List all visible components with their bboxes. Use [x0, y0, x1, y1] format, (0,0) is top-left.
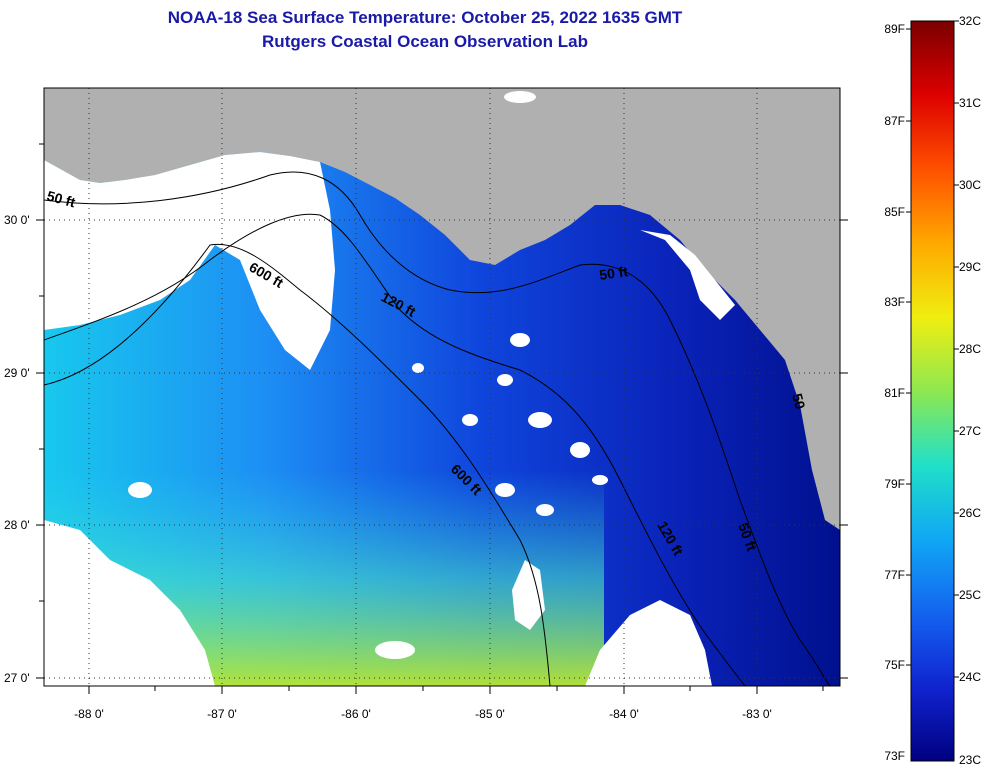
colorbar-c-label: 29C	[959, 260, 981, 274]
cloud-patch	[536, 504, 554, 516]
cloud-south-center	[512, 560, 545, 630]
colorbar-f-label: 77F	[884, 568, 905, 582]
colorbar-c-label: 32C	[959, 14, 981, 28]
lat-tick-label: 29 0'	[4, 366, 30, 380]
colorbar-c-label: 31C	[959, 96, 981, 110]
cloud-patch	[510, 333, 530, 347]
cloud-patch	[375, 641, 415, 659]
colorbar-f-label: 83F	[884, 295, 905, 309]
lat-tick-label: 28 0'	[4, 518, 30, 532]
contour-label: 50 ft	[45, 187, 77, 210]
lon-tick-label: -85 0'	[475, 707, 505, 721]
colorbar-c-label: 24C	[959, 670, 981, 684]
cloud-coastal	[44, 152, 335, 370]
map-frame	[43, 87, 841, 687]
lon-tick-label: -88 0'	[74, 707, 104, 721]
tick-marks	[36, 143, 848, 694]
colorbar-f-label: 79F	[884, 477, 905, 491]
colorbar-f-label: 87F	[884, 114, 905, 128]
lat-tick-label: 27 0'	[4, 671, 30, 685]
lon-tick-label: -83 0'	[742, 707, 772, 721]
lon-tick-label: -87 0'	[207, 707, 237, 721]
colorbar-c-label: 26C	[959, 506, 981, 520]
cloud-patch	[570, 442, 590, 458]
contour-label: 50	[789, 392, 809, 411]
cloud-patch	[528, 412, 552, 428]
cloud-patch	[592, 475, 608, 485]
lat-tick-label: 30 0'	[4, 213, 30, 227]
cloud-west-south	[44, 520, 215, 686]
cloud-patch	[495, 483, 515, 497]
lon-tick-label: -86 0'	[341, 707, 371, 721]
map-area: 50 ft 600 ft 120 ft 50 ft 600 ft 120 ft …	[44, 88, 840, 686]
contour-label: 50 ft	[598, 263, 629, 283]
cloud-patch	[504, 91, 536, 103]
cloud-patch	[412, 363, 424, 373]
colorbar-f-label: 89F	[884, 22, 905, 36]
colorbar	[910, 20, 955, 762]
cloud-patch	[497, 374, 513, 386]
cloud-southeast	[585, 600, 712, 686]
cloud-patch	[462, 414, 478, 426]
colorbar-f-label: 73F	[884, 749, 905, 763]
colorbar-c-label: 30C	[959, 178, 981, 192]
colorbar-ticks	[906, 20, 959, 678]
cloud-east-coast	[640, 230, 735, 320]
map-subtitle: Rutgers Coastal Ocean Observation Lab	[262, 32, 588, 51]
colorbar-c-label: 23C	[959, 753, 981, 767]
colorbar-c-label: 28C	[959, 342, 981, 356]
lon-tick-label: -84 0'	[609, 707, 639, 721]
contour-50ft	[44, 171, 831, 686]
colorbar-f-label: 81F	[884, 386, 905, 400]
colorbar-c-label: 25C	[959, 588, 981, 602]
contour-120ft	[44, 213, 746, 686]
contour-600ft	[44, 243, 551, 686]
colorbar-f-label: 75F	[884, 658, 905, 672]
colorbar-f-label: 85F	[884, 205, 905, 219]
map-title: NOAA-18 Sea Surface Temperature: October…	[167, 8, 683, 27]
colorbar-c-label: 27C	[959, 424, 981, 438]
cloud-patch	[128, 482, 152, 498]
land-mass	[44, 88, 840, 530]
